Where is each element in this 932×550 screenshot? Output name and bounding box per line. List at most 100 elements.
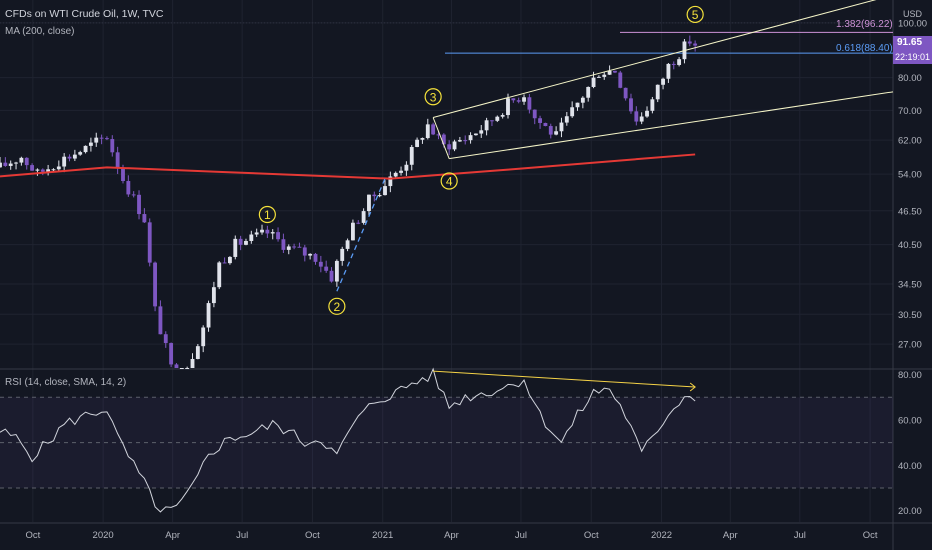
candle — [217, 262, 222, 288]
candle — [634, 111, 639, 122]
candle — [78, 152, 83, 155]
candle — [131, 194, 136, 196]
candle — [35, 169, 40, 171]
candle — [244, 240, 248, 245]
wave-circle — [440, 172, 458, 190]
candle — [693, 43, 698, 46]
time-tick-label: Oct — [863, 530, 878, 541]
time-tick-label: 2022 — [651, 530, 672, 541]
candle — [447, 144, 452, 150]
candle — [399, 170, 403, 173]
candle — [404, 164, 409, 171]
candle — [367, 194, 371, 212]
candle — [30, 165, 35, 171]
candle — [484, 120, 489, 131]
candle — [19, 157, 24, 163]
candle — [377, 195, 382, 197]
candle — [8, 163, 13, 166]
candle — [254, 232, 259, 235]
candle — [94, 137, 99, 143]
candle — [308, 253, 313, 256]
candle — [276, 232, 280, 240]
candle — [500, 115, 505, 117]
currency-label: USD — [903, 9, 923, 19]
candle — [629, 98, 633, 112]
candle — [126, 181, 131, 195]
candle — [570, 107, 575, 117]
rsi-tick-label: 80.00 — [898, 370, 922, 381]
candle — [436, 134, 441, 136]
candle — [361, 211, 366, 223]
price-tick-label: 70.00 — [898, 106, 922, 117]
candle — [83, 145, 88, 153]
time-tick-label: Jul — [236, 530, 248, 541]
candle — [607, 70, 612, 75]
countdown-badge: 22:19:01 — [893, 51, 932, 64]
candle — [105, 138, 109, 140]
candle — [201, 327, 206, 347]
candle — [602, 74, 607, 77]
candle — [473, 133, 478, 136]
channel-left-edge — [432, 117, 450, 159]
candle — [623, 87, 628, 99]
price-tick-label: 40.50 — [898, 240, 922, 251]
price-tick-label: 30.50 — [898, 310, 922, 321]
candle — [522, 97, 526, 102]
candle — [174, 364, 179, 368]
time-tick-label: 2020 — [93, 530, 114, 541]
candle — [56, 166, 61, 170]
candle — [383, 186, 387, 196]
candle — [249, 234, 254, 241]
candle — [596, 76, 601, 78]
candle — [431, 124, 436, 135]
candle — [613, 70, 617, 73]
candle — [329, 270, 334, 282]
chart-title: CFDs on WTI Crude Oil, 1W, TVC — [5, 8, 164, 20]
price-tick-label: 62.00 — [898, 136, 922, 147]
candle — [425, 124, 430, 139]
candle — [415, 139, 420, 147]
grid — [0, 0, 893, 522]
candle — [586, 86, 591, 98]
rsi-line — [0, 367, 696, 513]
candle — [228, 256, 232, 264]
last-price-badge: 91.65 — [893, 36, 932, 51]
candle — [110, 139, 115, 153]
candle — [666, 63, 671, 79]
wave-circle — [328, 297, 346, 315]
candles — [0, 35, 698, 369]
candle — [554, 131, 559, 135]
candle — [121, 168, 125, 182]
candle — [179, 368, 184, 369]
candle — [393, 172, 398, 177]
candle — [511, 98, 516, 101]
time-tick-label: 2021 — [372, 530, 393, 541]
time-tick-label: Apr — [444, 530, 459, 541]
candle — [265, 229, 270, 234]
candle — [575, 102, 580, 108]
candle — [334, 260, 339, 282]
rsi-tick-label: 60.00 — [898, 415, 922, 426]
candle — [88, 142, 93, 146]
rsi-legend: RSI (14, close, SMA, 14, 2) — [5, 377, 127, 388]
candle — [142, 214, 147, 223]
candle — [661, 78, 665, 85]
candle — [185, 368, 190, 369]
wave-number: 1 — [264, 208, 271, 222]
candle — [463, 140, 468, 142]
wave-dashed-line — [336, 178, 386, 292]
candle — [532, 109, 537, 119]
candle — [409, 146, 414, 165]
ma-200-line — [0, 153, 696, 180]
price-tick-label: 100.00 — [898, 18, 927, 29]
wave-label-1: 1 — [258, 205, 276, 224]
candle — [99, 137, 104, 139]
candle — [313, 253, 318, 262]
candle — [195, 346, 200, 359]
candle — [153, 262, 157, 307]
rsi-axis: 20.00 40.00 60.00 80.00 — [898, 370, 922, 517]
candle — [559, 122, 564, 132]
candle — [3, 162, 8, 166]
